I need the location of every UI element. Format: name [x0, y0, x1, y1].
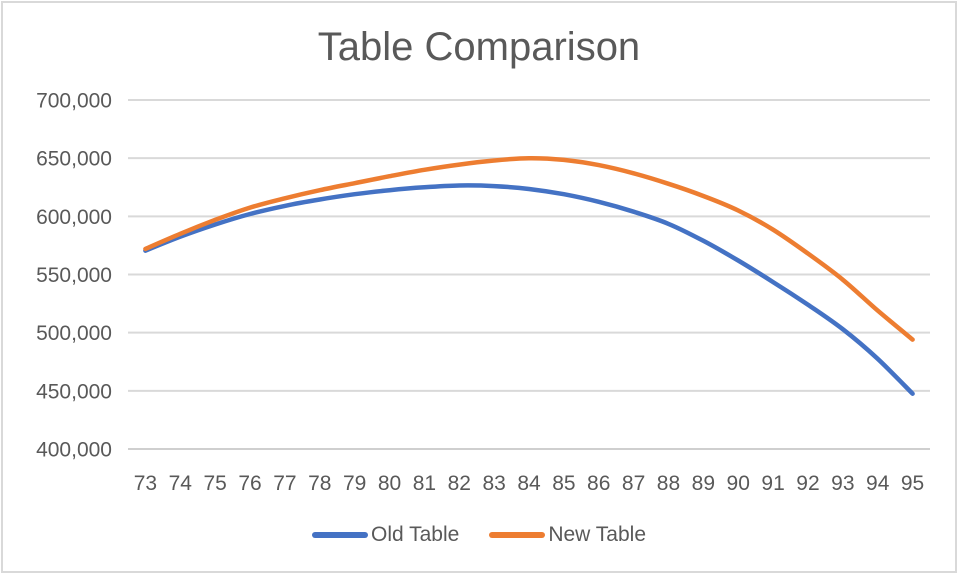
legend-label: Old Table [370, 523, 460, 546]
y-tick-label: 600,000 [36, 206, 112, 229]
y-tick-label: 700,000 [36, 90, 112, 113]
x-tick-label: 91 [761, 472, 784, 495]
x-tick-label: 93 [831, 472, 854, 495]
x-tick-label: 77 [273, 472, 296, 495]
x-tick-label: 81 [413, 472, 436, 495]
x-tick-label: 74 [169, 472, 193, 495]
x-tick-label: 87 [622, 472, 645, 495]
x-tick-label: 86 [587, 472, 610, 495]
legend-marker [311, 532, 368, 538]
x-tick-label: 73 [134, 472, 157, 495]
chart-title: Table Comparison [317, 25, 641, 69]
x-tick-label: 94 [866, 472, 890, 495]
y-tick-label: 450,000 [36, 380, 112, 403]
x-tick-label: 82 [448, 472, 471, 495]
x-tick-label: 79 [343, 472, 366, 495]
series-line-old-table[interactable] [143, 183, 915, 396]
x-tick-label: 88 [657, 472, 680, 495]
x-tick-label: 90 [727, 472, 750, 495]
series-line-new-table[interactable] [143, 155, 915, 342]
y-tick-label: 400,000 [36, 439, 112, 462]
line-chart: 700,000 650,000 600,000 550,000 500,000 450,0… [36, 90, 930, 495]
y-tick-label: 650,000 [36, 148, 112, 171]
y-tick-label: 500,000 [36, 322, 112, 345]
x-tick-label: 95 [901, 472, 924, 495]
legend-label: New Table [548, 523, 646, 546]
x-tick-label: 84 [517, 472, 541, 495]
x-tick-label: 92 [796, 472, 819, 495]
x-tick-label: 80 [378, 472, 401, 495]
x-tick-label: 89 [692, 472, 715, 495]
legend-item-new-table[interactable]: New Table [489, 523, 646, 547]
chart-legend: Old Table New Table [3, 523, 955, 547]
x-tick-label: 75 [203, 472, 226, 495]
legend-item-old-table[interactable]: Old Table [311, 523, 460, 547]
x-tick-label: 85 [552, 472, 575, 495]
x-tick-label: 76 [238, 472, 261, 495]
legend-marker [489, 532, 546, 538]
y-tick-label: 550,000 [36, 264, 112, 287]
x-tick-label: 83 [482, 472, 505, 495]
x-tick-label: 78 [308, 472, 331, 495]
